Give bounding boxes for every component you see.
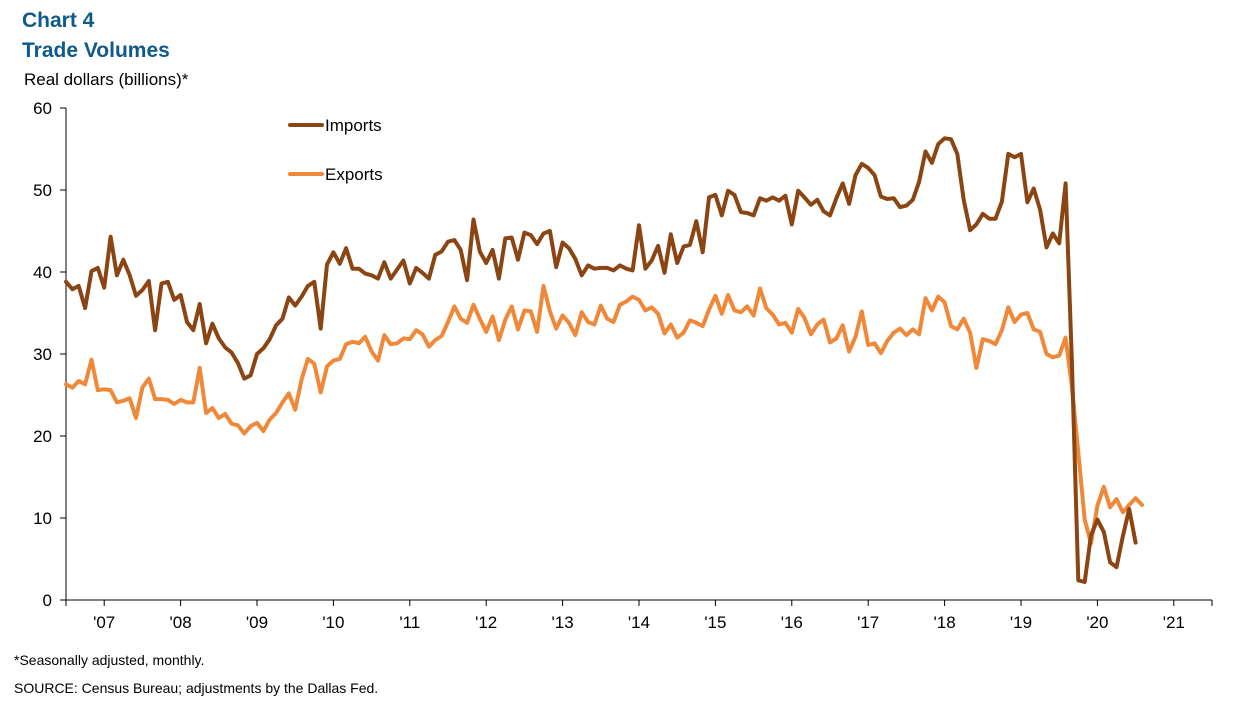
y-tick-label: 50 — [33, 181, 52, 200]
legend-label-exports: Exports — [325, 165, 383, 184]
legend-label-imports: Imports — [325, 116, 382, 135]
x-tick-label: '11 — [399, 613, 420, 632]
source-note: SOURCE: Census Bureau; adjustments by th… — [14, 680, 379, 696]
x-tick-label: '19 — [1010, 613, 1032, 632]
x-tick-label: '20 — [1086, 613, 1108, 632]
y-tick-label: 0 — [43, 591, 52, 610]
y-tick-label: 60 — [33, 99, 52, 118]
x-tick-label: '07 — [93, 613, 115, 632]
x-tick-label: '18 — [934, 613, 956, 632]
series-lines — [64, 136, 1144, 584]
y-axis: 0 10 20 30 40 50 60 — [33, 99, 67, 610]
x-tick-label: '15 — [704, 613, 726, 632]
chart-title: Trade Volumes — [22, 39, 170, 62]
y-tick-label: 20 — [33, 427, 52, 446]
series-line-imports — [64, 136, 1138, 584]
x-tick-label: '14 — [628, 613, 650, 632]
x-tick-label: '16 — [781, 613, 803, 632]
y-axis-label: Real dollars (billions)* — [24, 70, 189, 89]
series-line-exports — [64, 283, 1144, 546]
x-tick-label: '13 — [552, 613, 574, 632]
legend: Imports Exports — [288, 116, 383, 184]
x-tick-label: '17 — [857, 613, 879, 632]
x-axis: '07 '08 '09 '10 '11 '12 '13 '14 '15 '16 '17 '18 '19 '… — [65, 599, 1213, 632]
chart-number: Chart 4 — [22, 9, 95, 32]
x-tick-label: '10 — [322, 613, 344, 632]
x-tick-label: '08 — [170, 613, 192, 632]
y-tick-label: 30 — [33, 345, 52, 364]
x-tick-label: '09 — [246, 613, 268, 632]
footnote: *Seasonally adjusted, monthly. — [14, 652, 205, 668]
y-tick-label: 40 — [33, 263, 52, 282]
x-tick-label: '21 — [1163, 613, 1185, 632]
x-tick-label: '12 — [475, 613, 497, 632]
y-tick-label: 10 — [33, 509, 52, 528]
